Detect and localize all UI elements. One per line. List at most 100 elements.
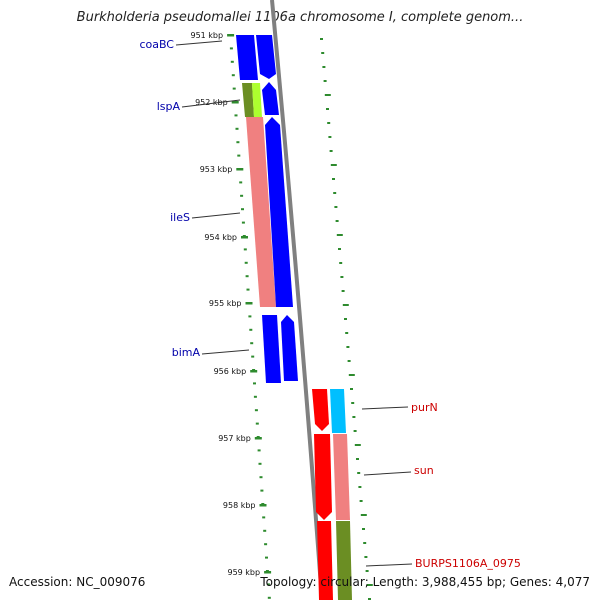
major-tick [250,370,258,373]
minor-tick [232,87,236,90]
minor-tick [326,108,329,110]
gene-label-coaBC[interactable]: coaBC [139,38,174,51]
minor-tick [338,248,341,250]
minor-tick [229,47,233,50]
major-tick [236,168,244,171]
gene-lspA[interactable] [242,82,279,117]
minor-tick [324,94,331,96]
minor-tick [231,74,235,77]
major-tick [264,571,272,574]
gene-bimA[interactable] [262,315,298,383]
minor-tick [365,570,369,572]
minor-tick [253,382,256,385]
gene-label-bimA[interactable]: bimA [172,346,201,359]
minor-tick [330,164,337,166]
kbp-label: 954 kbp [204,233,237,242]
accession-text: Accession: NC_009076 [9,575,146,589]
cds-block[interactable] [242,83,254,117]
minor-tick [327,122,331,124]
major-tick [254,437,262,440]
minor-tick [266,583,270,586]
minor-tick [234,114,238,117]
label-leaders [175,40,413,567]
major-tick [245,302,253,305]
minor-tick [263,529,267,532]
minor-tick [335,220,339,222]
cds-block[interactable] [236,35,258,80]
major-tick [231,101,239,104]
minor-tick [340,276,344,278]
kbp-label: 951 kbp [190,31,223,40]
minor-tick [253,395,257,398]
minor-tick [329,150,333,152]
minor-tick [350,388,353,390]
minor-tick [264,543,268,546]
minor-tick [345,332,349,334]
cds-block[interactable] [336,521,352,600]
kbp-label: 955 kbp [209,299,242,308]
gene-label-BURPS1106A_0975[interactable]: BURPS1106A_0975 [415,557,521,570]
major-tick [259,504,267,507]
minor-tick [265,556,268,559]
minor-tick [267,596,271,599]
cds-block[interactable] [281,315,298,381]
cds-block[interactable] [330,389,346,433]
minor-tick [364,556,368,558]
cds-block[interactable] [262,82,279,115]
cds-block[interactable] [252,83,262,117]
kbp-label: 957 kbp [218,434,251,443]
topology-text: Topology: circular; Length: 3,988,455 bp… [260,575,590,589]
gene-ileS[interactable] [246,117,293,307]
minor-tick [342,304,349,306]
gene-label-sun[interactable]: sun [414,464,434,477]
gene-coaBC[interactable] [236,35,276,80]
cds-block[interactable] [312,389,329,431]
minor-tick [358,486,362,488]
major-tick [241,236,248,239]
minor-tick [244,261,248,264]
cds-block[interactable] [265,117,293,307]
gene-sun[interactable] [314,434,350,520]
cds-block[interactable] [246,117,276,307]
kbp-labels: 951 kbp 952 kbp 953 kbp 954 kbp 955 kbp 956 k… [190,31,272,577]
minor-tick [339,262,343,264]
cds-block[interactable] [256,35,276,79]
gene-purN[interactable] [312,389,346,433]
minor-tick [368,598,371,600]
minor-tick [363,542,367,544]
gene-label-ileS[interactable]: ileS [170,211,190,224]
minor-tick [328,136,332,138]
minor-tick [334,206,338,208]
minor-tick [360,514,367,516]
minor-tick [241,221,245,224]
minor-tick [366,584,373,586]
gene-label-purN[interactable]: purN [411,401,438,414]
minor-tick [320,38,323,40]
minor-tick [322,66,326,68]
minor-tick [241,208,244,211]
minor-tick [249,328,253,331]
minor-tick [240,194,244,197]
gene-label-lspA[interactable]: lspA [157,100,181,113]
minor-tick [246,288,250,291]
minor-tick [243,248,247,251]
minor-tick [344,318,347,320]
minor-tick [245,275,249,278]
cds-block[interactable] [333,434,350,520]
cds-block[interactable] [314,434,332,520]
gene-BURPS1106A_0975[interactable] [317,521,352,600]
cds-block[interactable] [317,521,333,600]
minor-tick [352,416,356,418]
minor-tick [346,346,350,348]
minor-tick [348,374,355,376]
minor-tick [239,181,243,184]
minor-tick [354,444,361,446]
cds-block[interactable] [262,315,281,383]
minor-tick [362,528,365,530]
minor-tick [230,60,234,63]
minor-tick [255,422,259,425]
minor-tick [236,141,240,144]
kbp-label: 958 kbp [223,501,256,510]
minor-tick [336,234,343,236]
